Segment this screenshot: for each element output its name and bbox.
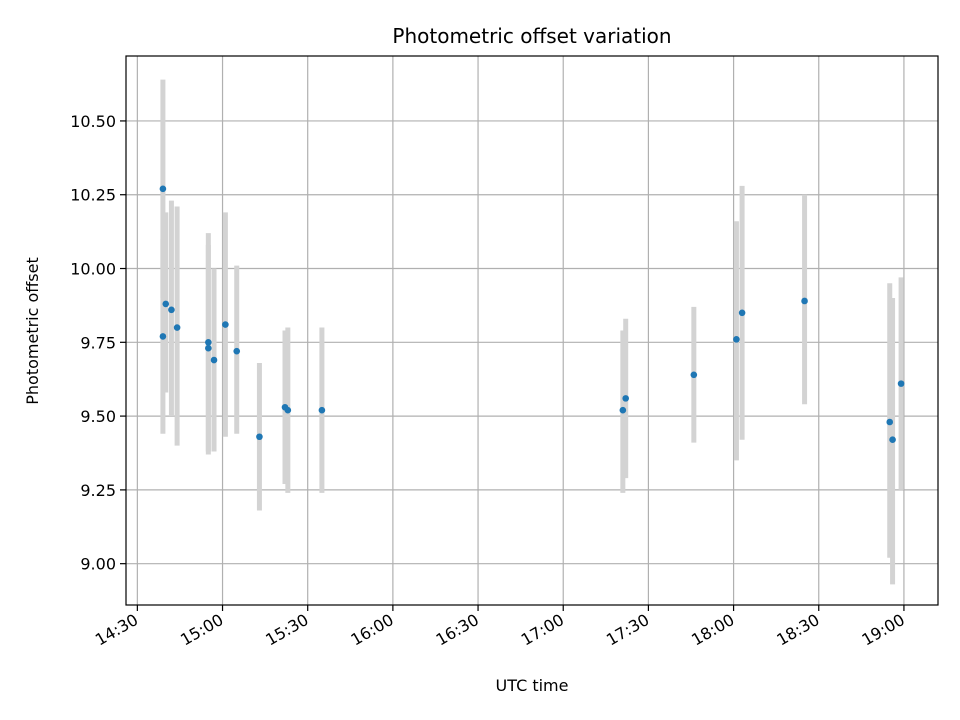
data-point xyxy=(619,406,627,414)
chart-title: Photometric offset variation xyxy=(392,24,671,48)
data-point xyxy=(897,380,905,387)
y-tick-label: 10.25 xyxy=(70,186,116,205)
data-point xyxy=(256,433,263,441)
x-tick-label: 15:00 xyxy=(177,610,226,650)
data-point xyxy=(733,336,740,343)
x-tick-label: 14:30 xyxy=(92,610,141,650)
data-point xyxy=(162,300,170,308)
data-point xyxy=(168,306,175,314)
y-tick-label: 9.75 xyxy=(80,333,116,352)
data-point xyxy=(233,347,241,355)
x-tick-label: 15:30 xyxy=(262,610,311,650)
data-point xyxy=(210,356,218,364)
x-tick-label: 16:00 xyxy=(347,610,396,650)
errorbar-layer xyxy=(160,79,904,585)
data-point xyxy=(159,333,167,340)
data-point xyxy=(622,395,629,402)
x-tick-label: 18:00 xyxy=(688,610,737,650)
y-tick-label: 9.50 xyxy=(80,407,116,426)
data-point xyxy=(889,436,896,444)
data-point xyxy=(886,418,894,426)
x-tick-label: 19:00 xyxy=(858,610,907,650)
data-point xyxy=(801,297,808,305)
x-tick-label: 16:30 xyxy=(433,610,482,650)
data-point xyxy=(284,406,292,414)
x-tick-label: 17:30 xyxy=(603,610,652,650)
data-point xyxy=(738,309,746,317)
y-axis-label: Photometric offset xyxy=(23,257,42,405)
grid-layer xyxy=(126,56,938,605)
data-point xyxy=(222,321,229,328)
data-point xyxy=(173,324,181,331)
point-layer xyxy=(159,185,905,444)
data-point xyxy=(205,339,212,346)
y-tick-label: 10.50 xyxy=(70,112,116,131)
data-point xyxy=(318,406,326,414)
x-tick-label: 17:00 xyxy=(518,610,567,650)
x-tick-label: 18:30 xyxy=(773,610,822,650)
y-tick-label: 9.25 xyxy=(80,481,116,500)
data-point xyxy=(690,371,698,379)
x-axis-label: UTC time xyxy=(496,676,569,695)
y-tick-label: 9.00 xyxy=(80,555,116,574)
tick-layer: 14:30 15:00 15:30 16:00 16:30 17:00 17:30 18:00… xyxy=(70,112,908,650)
data-point xyxy=(159,185,167,193)
data-point xyxy=(205,344,212,352)
y-tick-label: 10.00 xyxy=(70,260,116,279)
plot-frame xyxy=(125,55,939,606)
